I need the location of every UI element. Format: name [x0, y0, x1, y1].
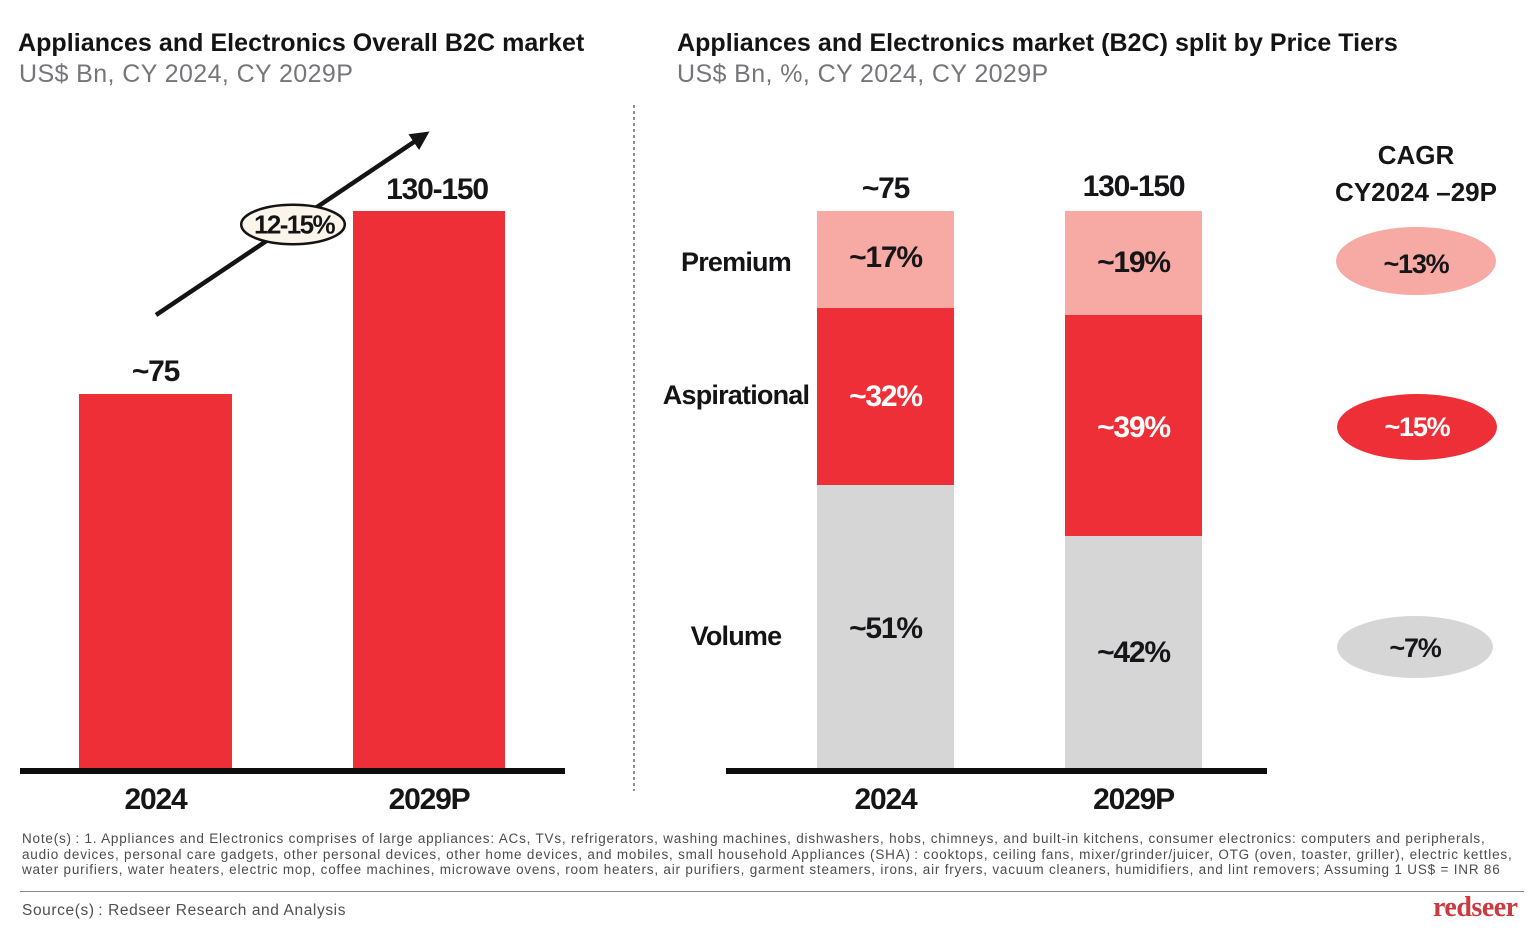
svg-text:12-15%: 12-15%	[254, 210, 335, 240]
